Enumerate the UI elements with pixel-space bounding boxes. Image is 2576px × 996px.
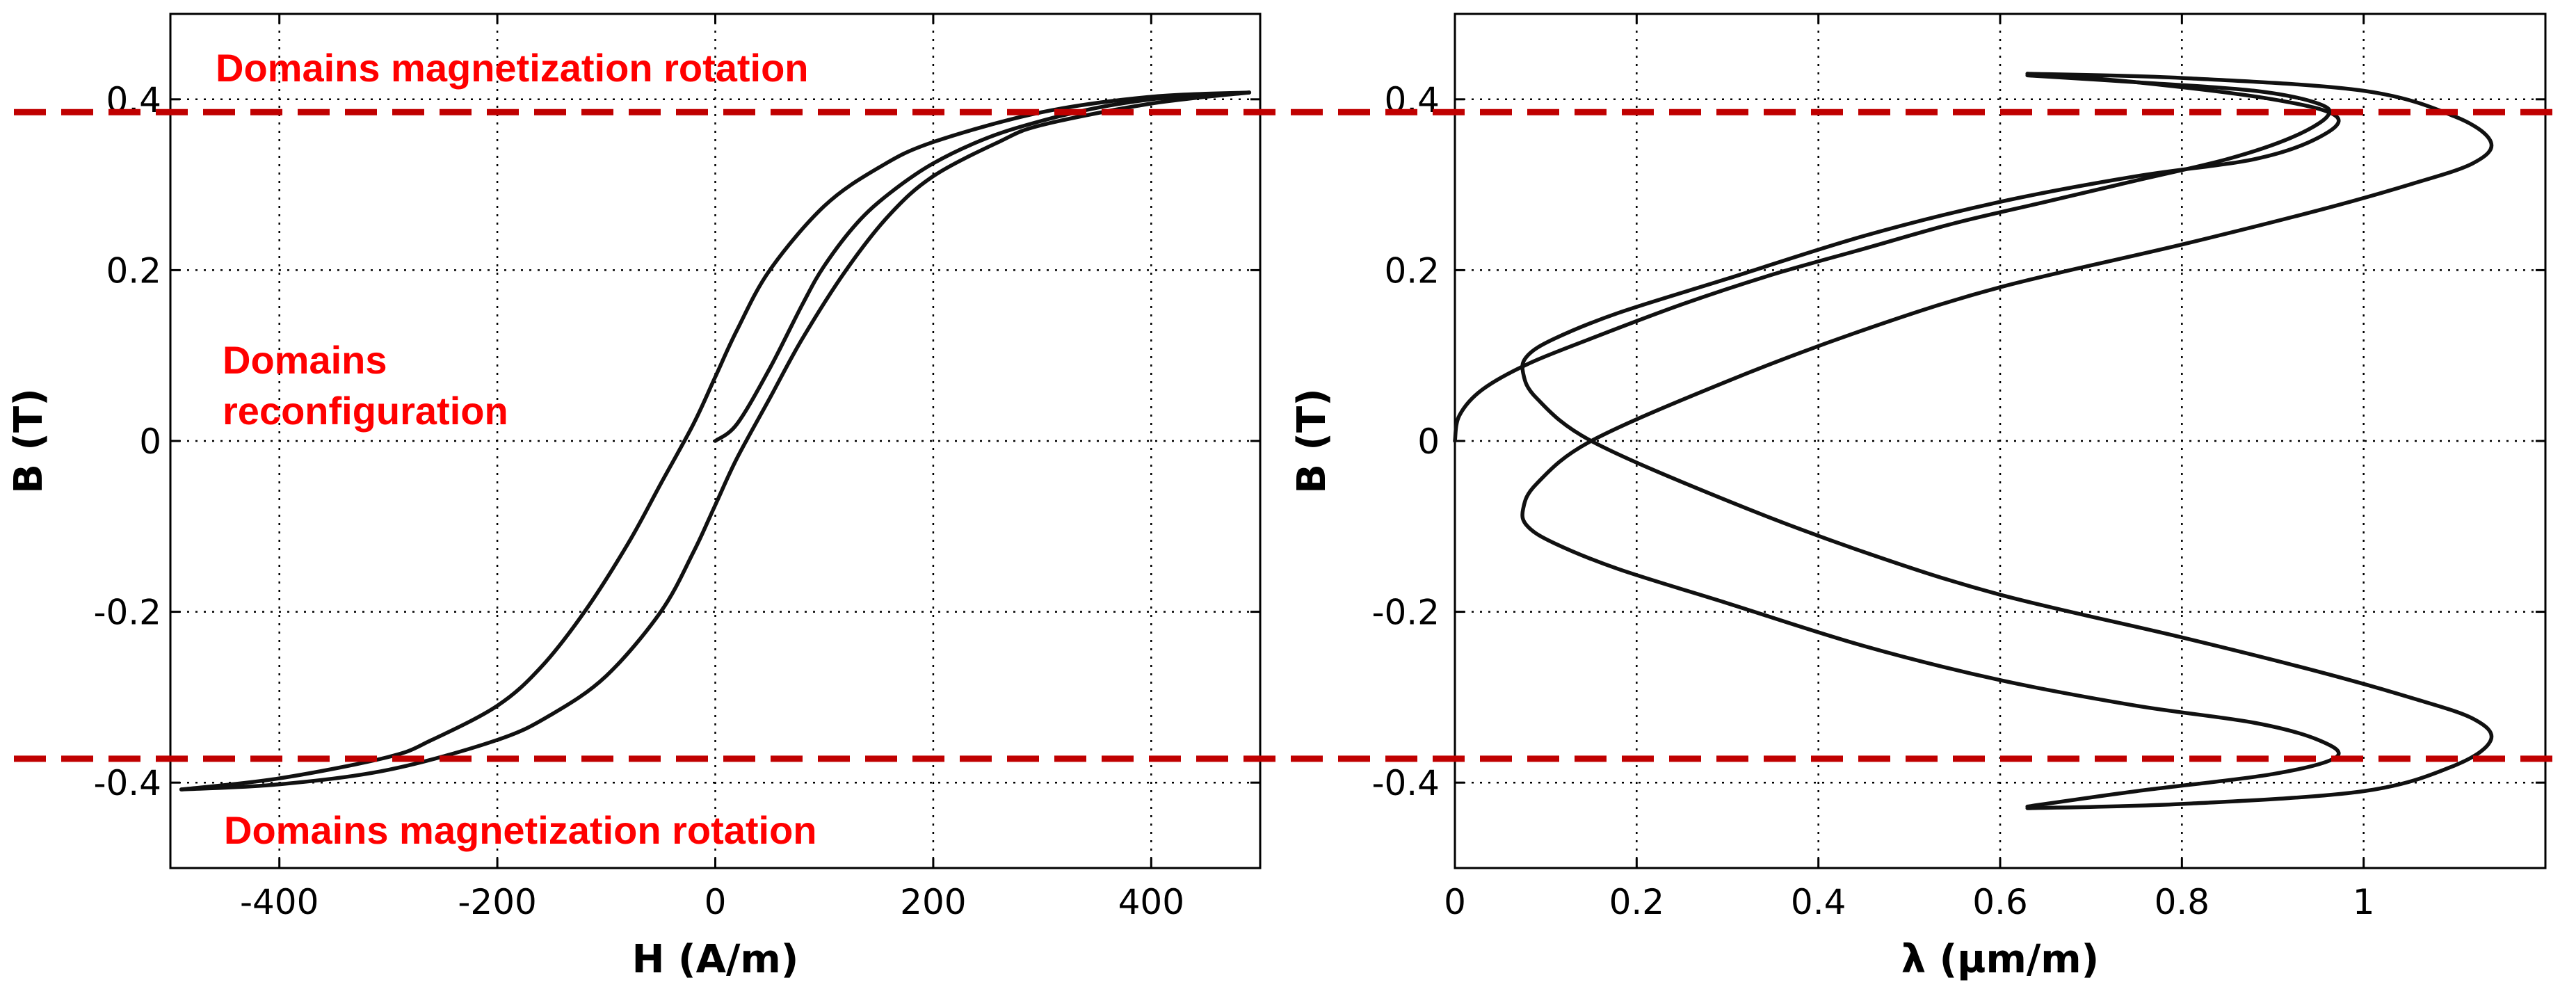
series-line-ascending-branch bbox=[179, 90, 1252, 792]
x-tick-label: 1 bbox=[2353, 882, 2375, 922]
annotation-top: Domains magnetization rotation bbox=[216, 46, 809, 90]
butterfly-chart: 0 0.2 0.4 0.6 0.8 1-0.4-0.200.20.4λ (µm/m)B (… bbox=[1289, 13, 2547, 982]
y-axis-label: B (T) bbox=[6, 388, 51, 494]
x-axis-label: H (A/m) bbox=[632, 937, 799, 982]
x-tick-label: 0 bbox=[1444, 882, 1466, 922]
x-tick-label: 400 bbox=[1118, 882, 1184, 922]
y-tick-label: 0.2 bbox=[1384, 250, 1440, 291]
x-tick-label: -200 bbox=[458, 882, 536, 922]
annotation-middle-line1: Domains bbox=[223, 338, 387, 382]
y-tick-label: 0.2 bbox=[106, 250, 161, 291]
y-tick-label: -0.4 bbox=[1371, 763, 1440, 803]
x-tick-label: 0.8 bbox=[2155, 882, 2210, 922]
series-line-initial-curve bbox=[1453, 73, 2332, 443]
y-tick-label: -0.4 bbox=[93, 763, 161, 803]
annotation-bottom: Domains magnetization rotation bbox=[224, 808, 817, 852]
x-tick-label: 0 bbox=[705, 882, 727, 922]
y-tick-label: 0 bbox=[1417, 421, 1440, 462]
annotations: Domains magnetization rotation Domains r… bbox=[216, 46, 817, 852]
y-axis-label: B (T) bbox=[1289, 388, 1335, 494]
series-line-initial-magnetization-curve bbox=[713, 90, 1252, 443]
annotation-middle-line2: reconfiguration bbox=[223, 389, 508, 433]
series-line-ascending-branch bbox=[1520, 72, 2494, 810]
x-tick-label: 0.4 bbox=[1791, 882, 1846, 922]
hysteresis-chart: -400 -200 0 200 400-0.4-0.200.20.4H (A/m)B (… bbox=[6, 13, 1262, 982]
y-tick-label: -0.2 bbox=[93, 593, 161, 633]
x-tick-label: 0.2 bbox=[1609, 882, 1665, 922]
x-axis-label: λ (µm/m) bbox=[1901, 937, 2099, 982]
x-tick-label: 200 bbox=[900, 882, 966, 922]
y-tick-label: 0 bbox=[139, 421, 161, 462]
x-tick-label: -400 bbox=[240, 882, 319, 922]
y-tick-label: -0.2 bbox=[1371, 593, 1440, 633]
series-line-descending-branch bbox=[1520, 72, 2494, 809]
series-line-descending-branch bbox=[179, 90, 1252, 792]
x-tick-label: 0.6 bbox=[1972, 882, 2028, 922]
